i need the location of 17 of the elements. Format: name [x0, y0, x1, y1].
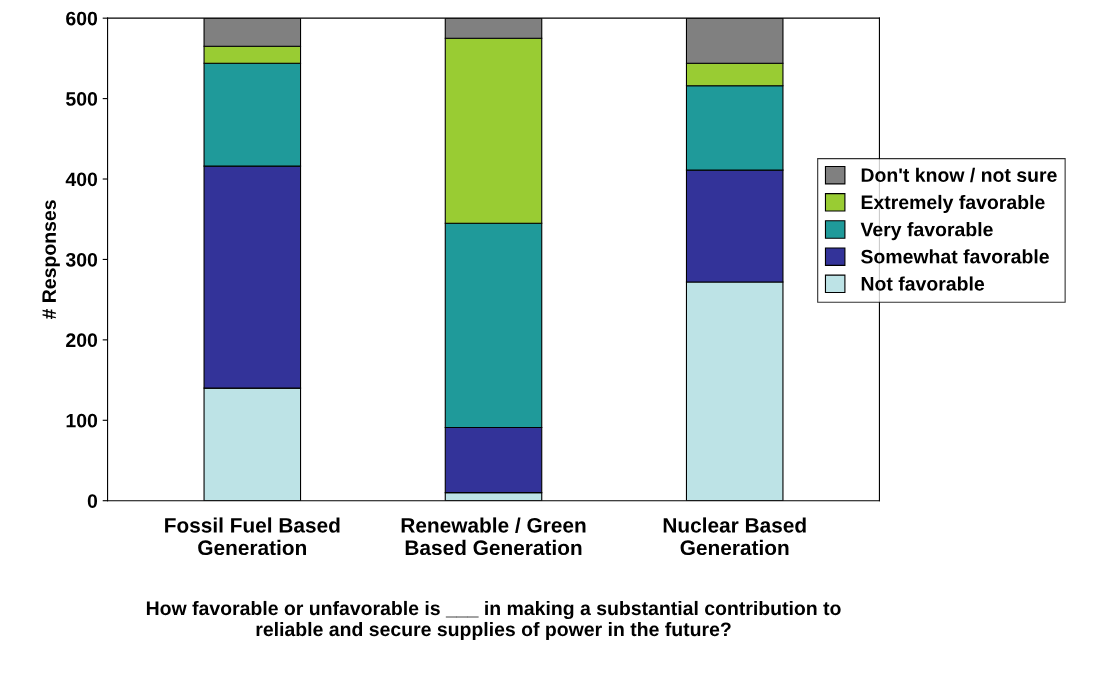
y-tick-label: 0: [87, 494, 98, 508]
legend-label: Somewhat favorable: [861, 249, 1049, 264]
legend-label: Don't know / not sure: [861, 167, 1057, 183]
x-tick-label: Nuclear Based Generation: [663, 517, 806, 556]
y-tick-label: 300: [65, 252, 98, 267]
x-tick-label: Fossil Fuel Based Generation: [165, 517, 340, 556]
legend-label: Extremely favorable: [861, 194, 1045, 214]
x-tick-label: Renewable / Green Based Generation: [401, 517, 586, 556]
y-tick-label: 100: [66, 413, 98, 428]
y-tick-label: 500: [66, 92, 98, 106]
y-tick-label: 200: [66, 333, 98, 348]
y-tick-label: 600: [66, 11, 98, 26]
legend-label: Very favorable: [860, 222, 993, 241]
legend-label: Not favorable: [861, 276, 985, 291]
y-tick-label: 400: [65, 172, 98, 187]
x-axis-title: How favorable or unfavorable is ___ in making a substantial contribution to reliable and secure supplies of power in the future?: [146, 600, 841, 641]
y-axis-title: # Responses: [42, 200, 60, 320]
